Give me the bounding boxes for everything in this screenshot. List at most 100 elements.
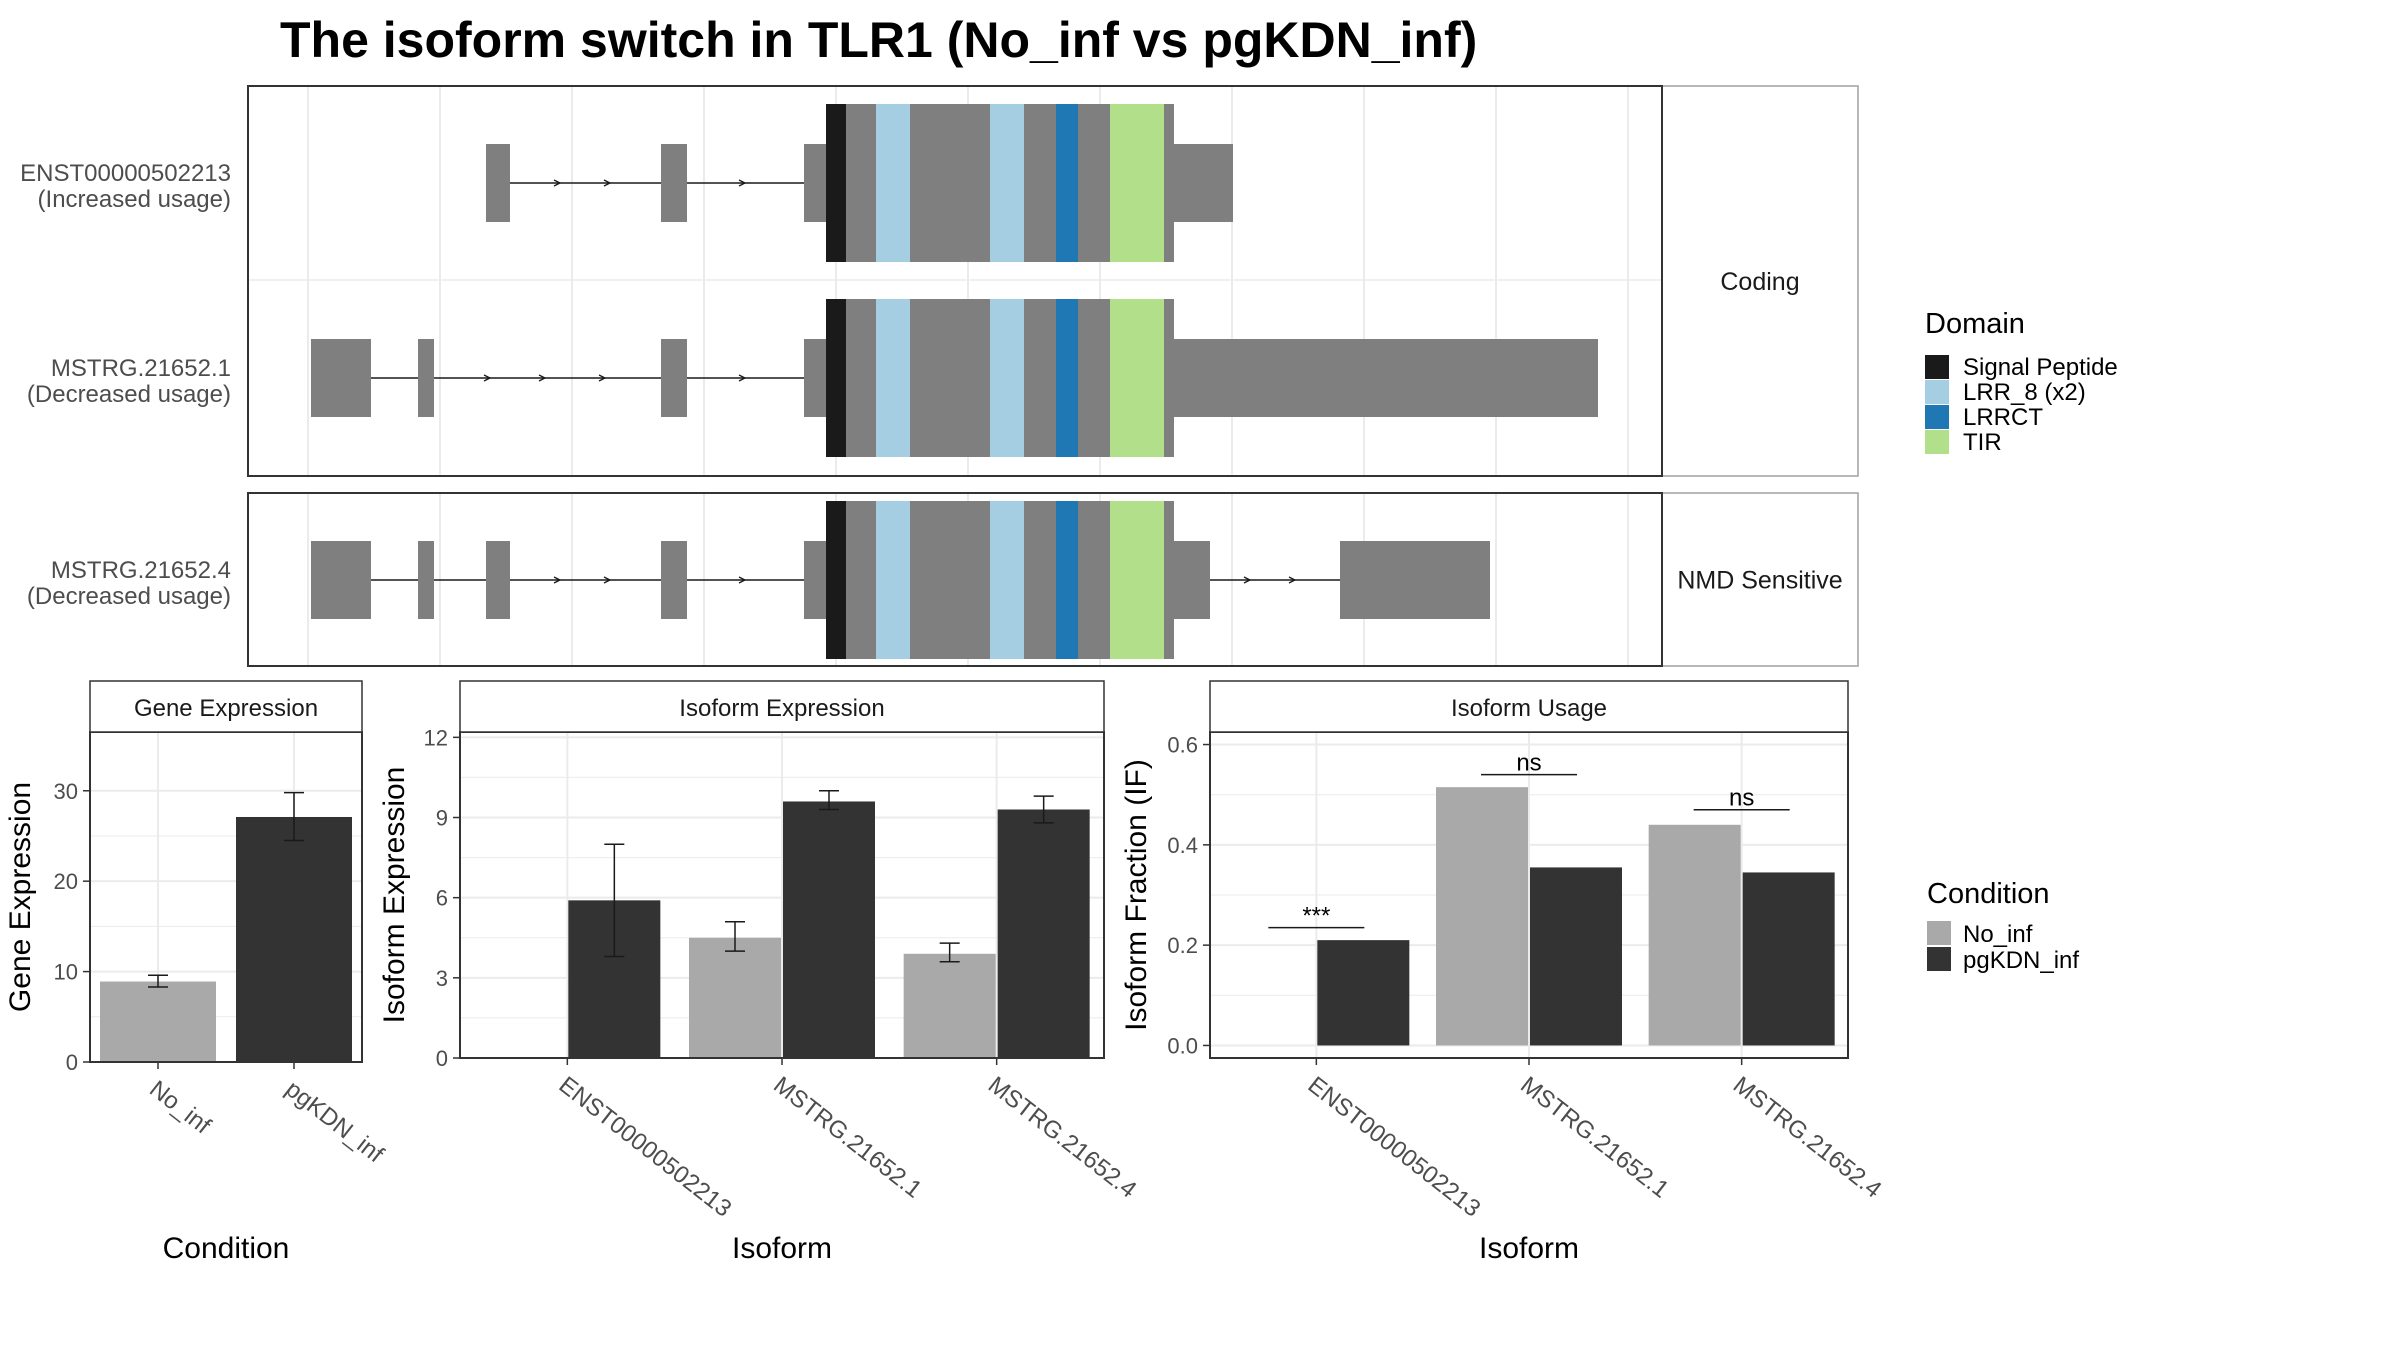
transcript-usage-label: (Increased usage) (38, 186, 231, 213)
exon-block (804, 541, 826, 619)
exon-block (486, 541, 510, 619)
transcript-usage-label: (Decreased usage) (27, 583, 231, 610)
x-axis-title: Isoform (732, 1232, 832, 1265)
y-tick-label: 3 (436, 966, 448, 991)
bar (783, 801, 875, 1058)
domain-segment (846, 104, 876, 262)
utr-block (1174, 339, 1598, 417)
domain-segment (826, 104, 846, 262)
main-title: The isoform switch in TLR1 (No_inf vs pg… (280, 12, 1477, 68)
condition-legend-key (1927, 921, 1951, 945)
intron-arrow (483, 374, 492, 382)
exon-block (804, 144, 826, 222)
bar (236, 816, 352, 1062)
domain-legend-label: LRRCT (1963, 404, 2043, 431)
intron-arrow (603, 179, 612, 187)
domain-legend-label: LRR_8 (x2) (1963, 379, 2086, 406)
facet-strip (1661, 492, 1859, 667)
domain-segment (910, 299, 990, 457)
domain-segment (1078, 501, 1110, 659)
domain-legend-label: Signal Peptide (1963, 354, 2118, 381)
transcript-id-label: ENST00000502213 (20, 160, 231, 187)
condition-legend-label: No_inf (1963, 921, 2033, 948)
x-axis-title: Isoform (1479, 1232, 1579, 1265)
transcript-panel-border (247, 85, 1663, 477)
domain-segment (876, 104, 910, 262)
intron-arrow (1288, 576, 1297, 584)
exon-block (418, 339, 434, 417)
exon-block (1340, 541, 1490, 619)
y-axis-title: Gene Expression (4, 782, 37, 1012)
facet-strip-label: Isoform Usage (1451, 695, 1607, 722)
domain-segment (990, 299, 1024, 457)
transcript-id-label: MSTRG.21652.4 (51, 557, 231, 584)
intron-arrow (603, 576, 612, 584)
x-tick-label: pgKDN_inf (280, 1075, 388, 1168)
transcript-panel-border (247, 492, 1663, 667)
bar (1436, 787, 1528, 1046)
domain-segment (1164, 299, 1174, 457)
utr-block (1174, 541, 1210, 619)
bar (997, 809, 1090, 1058)
transcript-usage-label: (Decreased usage) (27, 381, 231, 408)
domain-legend-key (1925, 380, 1949, 404)
bar (903, 953, 996, 1058)
intron-arrow (738, 576, 747, 584)
domain-segment (910, 501, 990, 659)
bar (1742, 872, 1835, 1046)
domain-segment (846, 501, 876, 659)
exon-block (661, 144, 687, 222)
intron-arrow (553, 576, 562, 584)
domain-segment (990, 501, 1024, 659)
transcript-id-label: MSTRG.21652.1 (51, 355, 231, 382)
domain-segment (1056, 104, 1078, 262)
domain-segment (1056, 299, 1078, 457)
intron-arrow (553, 179, 562, 187)
isoform-usage-chart: *** ns ns Isoform Usage 0.0 0.2 0.4 0.6 ENST0000… (1120, 680, 1887, 1265)
domain-segment (1078, 104, 1110, 262)
x-tick-label: MSTRG.21652.1 (768, 1071, 927, 1203)
exon-block (661, 339, 687, 417)
transcript-row: MSTRG.21652.1(Decreased usage) (27, 299, 1598, 457)
exon-block (486, 144, 510, 222)
y-tick-label: 0 (66, 1050, 78, 1075)
domain-segment (910, 104, 990, 262)
y-tick-label: 0.4 (1167, 833, 1198, 858)
facet-strip (1209, 680, 1849, 733)
y-tick-label: 12 (424, 725, 448, 750)
domain-segment (990, 104, 1024, 262)
exon-block (311, 339, 371, 417)
y-tick-label: 0.6 (1167, 733, 1198, 758)
exon-block (804, 339, 826, 417)
domain-segment (1164, 104, 1174, 262)
facet-strip (89, 680, 363, 733)
x-tick-label: ENST00000502213 (554, 1071, 737, 1222)
intron-arrow (598, 374, 607, 382)
y-tick-label: 9 (436, 806, 448, 831)
intron-arrow (738, 374, 747, 382)
intron-arrow (1243, 576, 1252, 584)
domain-segment (1110, 501, 1164, 659)
condition-legend-title: Condition (1927, 878, 2050, 910)
domain-segment (1024, 299, 1056, 457)
domain-segment (1110, 299, 1164, 457)
y-tick-label: 10 (54, 960, 78, 985)
gene-expression-chart: Gene Expression 0 10 20 30 No_inf pgKDN_inf Gen… (4, 680, 389, 1265)
domain-segment (826, 501, 846, 659)
y-tick-label: 6 (436, 886, 448, 911)
x-tick-label: No_inf (144, 1075, 216, 1139)
condition-legend-label: pgKDN_inf (1963, 947, 2079, 974)
x-tick-label: MSTRG.21652.4 (983, 1071, 1142, 1203)
facet-strip (1661, 85, 1859, 477)
significance-label: ns (1516, 750, 1541, 777)
domain-legend-key (1925, 405, 1949, 429)
facet-strip-label: NMD Sensitive (1677, 567, 1842, 595)
domain-segment (1024, 501, 1056, 659)
exon-block (311, 541, 371, 619)
intron-arrow (738, 179, 747, 187)
y-tick-label: 0.0 (1167, 1033, 1198, 1058)
